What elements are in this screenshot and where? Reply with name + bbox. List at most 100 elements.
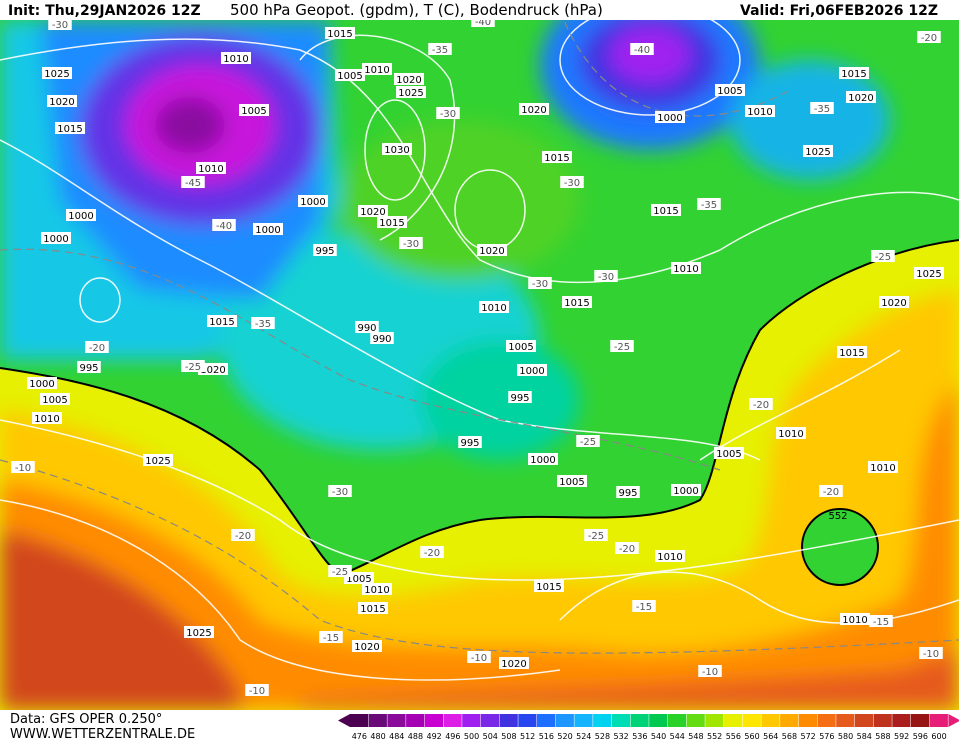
isobar-label: 1020	[521, 105, 546, 116]
isotherm-label: -40	[216, 221, 232, 232]
isotherm-label-box	[919, 647, 943, 659]
isobar-label-box	[477, 244, 507, 256]
isobar-label: 1000	[530, 455, 555, 466]
isotherm-label: -25	[185, 362, 201, 373]
isobar-label: 995	[510, 393, 529, 404]
scale-arrow-right	[948, 714, 959, 727]
isotherm-label: -20	[753, 400, 769, 411]
isobar-label-box	[207, 315, 237, 327]
isobar-label-box	[370, 332, 394, 344]
isotherm-label-box	[245, 684, 269, 696]
isobar-label-box	[528, 453, 558, 465]
isotherm-label-box	[615, 542, 639, 554]
isobar-label: 1025	[186, 628, 211, 639]
scale-swatch	[611, 714, 630, 727]
scale-label: 564	[763, 732, 778, 741]
isotherm-label-box	[698, 665, 722, 677]
isobar-label: 1010	[481, 303, 506, 314]
isotherm-label-box	[11, 461, 35, 473]
isobar-label-box	[879, 296, 909, 308]
isobar-label: 1020	[479, 246, 504, 257]
isobar-label-box	[803, 145, 833, 157]
map: 1025102010151010100510101000100010001000…	[0, 20, 959, 710]
isotherm-label-box	[436, 107, 460, 119]
isobar-label: 990	[372, 334, 391, 345]
isotherm-label-box	[428, 43, 452, 55]
scale-label: 492	[427, 732, 442, 741]
scale-label: 504	[483, 732, 498, 741]
isobar-label: 1010	[364, 585, 389, 596]
isobar-label: 1015	[841, 69, 866, 80]
isotherm-label-box	[871, 250, 895, 262]
scale-swatch	[368, 714, 387, 727]
scale-label: 540	[651, 732, 666, 741]
isobar-label: 1025	[145, 456, 170, 467]
isobar-label-box	[914, 267, 944, 279]
isotherm-label: -15	[873, 617, 889, 628]
isotherm-label-box	[319, 631, 343, 643]
isotherm-label: -30	[440, 109, 456, 120]
scale-swatch	[387, 714, 406, 727]
isobar-label: 1005	[337, 71, 362, 82]
isobar-label: 1020	[848, 93, 873, 104]
isobar-label: 1010	[778, 429, 803, 440]
isobar-label: 1025	[916, 269, 941, 280]
scale-label: 548	[688, 732, 703, 741]
isobar-label: 1015	[839, 348, 864, 359]
isobar-label-box	[358, 602, 388, 614]
scale-swatch	[817, 714, 836, 727]
isotherm-label-box	[467, 651, 491, 663]
isobar-label-box	[651, 204, 681, 216]
isotherm-label-box	[594, 270, 618, 282]
isobar-label: 1000	[519, 366, 544, 377]
isotherm-label-box	[48, 20, 72, 30]
isobar-label-box	[27, 377, 57, 389]
isotherm-label: -20	[235, 531, 251, 542]
isobar-label: 1010	[34, 414, 59, 425]
scale-label: 520	[557, 732, 572, 741]
isobar-label: 990	[357, 323, 376, 334]
scale-swatch	[406, 714, 425, 727]
isobar-label-box	[362, 583, 392, 595]
isotherm-label: -20	[823, 487, 839, 498]
scale-swatch	[686, 714, 705, 727]
scale-swatch	[780, 714, 799, 727]
isotherm-label: -10	[923, 649, 939, 660]
title: 500 hPa Geopot. (gpdm), T (C), Bodendruc…	[230, 1, 603, 19]
isobar-label-box	[506, 340, 536, 352]
scale-swatch	[443, 714, 462, 727]
isobar-label: 1015	[564, 298, 589, 309]
scale-label: 544	[670, 732, 685, 741]
scale-label: 596	[913, 732, 928, 741]
isotherm-label: -15	[323, 633, 339, 644]
isotherm-label-box	[632, 600, 656, 612]
scale-label: 584	[857, 732, 872, 741]
isobar-label: 1015	[536, 582, 561, 593]
isobar-label-box	[66, 209, 96, 221]
isobar-label: 1020	[200, 365, 225, 376]
isobar-label-box	[313, 244, 337, 256]
isotherm-label: -30	[52, 20, 68, 31]
scale-label: 588	[875, 732, 890, 741]
scale-swatch	[518, 714, 537, 727]
isobar-label: 995	[79, 363, 98, 374]
isobar-label-box	[671, 262, 701, 274]
isotherm-label: -20	[921, 33, 937, 44]
isotherm-label: -10	[471, 653, 487, 664]
scale-swatch	[854, 714, 874, 727]
isotherm-label-box	[251, 317, 275, 329]
isobar-label: 1020	[354, 642, 379, 653]
isobar-label: 1005	[716, 449, 741, 460]
scale-swatch	[705, 714, 724, 727]
isobar-label: 1000	[657, 113, 682, 124]
scale-label: 592	[894, 732, 909, 741]
isobar-label: 1020	[881, 298, 906, 309]
isotherm-label-box	[697, 198, 721, 210]
isobar-label: 1020	[49, 97, 74, 108]
isobar-label: 1010	[870, 463, 895, 474]
scale-label: 496	[445, 732, 460, 741]
init-time: Init: Thu,29JAN2026 12Z	[8, 3, 201, 19]
isobar-label: 995	[315, 246, 334, 257]
isotherm-label: -35	[814, 104, 830, 115]
